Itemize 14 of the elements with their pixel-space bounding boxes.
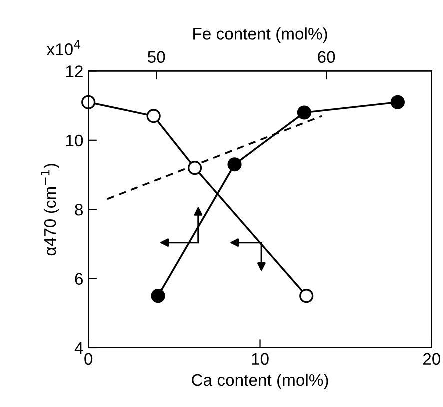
y-axis-title: α470 (cm$^{−1}$) xyxy=(41,164,60,256)
x-tick-label: 0 xyxy=(84,353,93,366)
y-tick-label: 4 xyxy=(74,342,84,354)
x2-tick-label: 60 xyxy=(318,51,336,64)
x2-tick-label: 50 xyxy=(148,51,166,64)
text: x10$^{4}$ xyxy=(46,40,81,56)
y-tick-label: 10 xyxy=(66,134,84,147)
y-tick-label: 6 xyxy=(75,273,84,285)
y-tick-label: 8 xyxy=(75,204,84,216)
x-tick-label: 20 xyxy=(423,353,441,366)
y-tick-label: 12 xyxy=(66,66,83,78)
x2-axis-title: Fe content (mol%) xyxy=(194,28,328,44)
x-tick-label: 10 xyxy=(252,353,269,366)
x-axis-title: Ca content (mol%) xyxy=(192,374,328,390)
